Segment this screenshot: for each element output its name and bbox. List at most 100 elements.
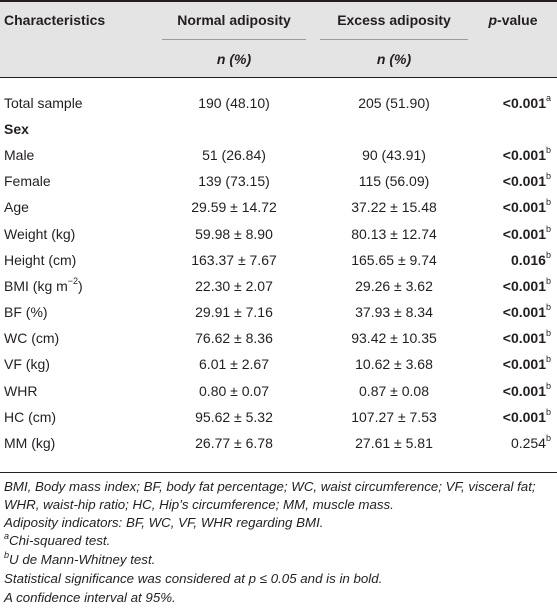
footnote-a: aChi-squared test. [4,531,552,550]
row-label: Male [4,147,34,163]
p-value-footnote-mark: b [545,276,551,287]
p-value-footnote-mark: b [545,381,551,392]
top-rule [0,0,557,2]
normal-adiposity-cell: 26.77 ± 6.78 [195,435,273,451]
header-p-italic: p [488,12,498,28]
excess-adiposity-cell: 37.22 ± 15.48 [351,199,437,215]
normal-subrule [162,39,306,40]
p-value-cell: <0.001b [476,145,551,163]
normal-adiposity-cell: 51 (26.84) [202,147,266,163]
row-label-text: HC (cm) [4,409,57,425]
p-value-text: <0.001 [502,199,546,215]
row-label: BMI (kg m−2) [4,276,83,294]
row-label: MM (kg) [4,435,55,451]
row-label: BF (%) [4,304,48,320]
excess-adiposity-cell: 205 (51.90) [358,95,430,111]
row-label: WC (cm) [4,330,59,346]
footnote-b-mark: b [4,549,10,560]
normal-adiposity-cell: 163.37 ± 7.67 [191,252,277,268]
header-p-rest: -value [497,12,538,28]
excess-adiposity-cell: 165.65 ± 9.74 [351,252,437,268]
row-label-text: Weight (kg) [4,226,76,242]
row-label-text: Female [4,173,51,189]
excess-subrule [320,39,468,40]
footnote-confidence-interval: A confidence interval at 95%. [4,590,176,605]
row-label: Female [4,173,51,189]
section-label: Sex [4,121,29,137]
p-value-footnote-mark: b [545,328,551,339]
row-label: Height (cm) [4,252,76,268]
excess-adiposity-cell: 29.26 ± 3.62 [355,278,433,294]
p-value-footnote-mark: a [545,93,551,104]
header-p-value: p-value [468,12,557,28]
row-label: HC (cm) [4,409,56,425]
row-label-text: WC (cm) [4,330,60,346]
row-label-superscript: −2 [67,276,79,287]
p-value-footnote-mark: b [545,171,551,182]
row-label: Total sample [4,95,83,111]
header-characteristics: Characteristics [4,12,106,28]
row-label-text: BF (%) [4,304,48,320]
p-value-cell: <0.001b [476,302,551,320]
p-value-footnote-mark: b [545,224,551,235]
p-value-text: <0.001 [502,356,546,372]
row-label-text: Total sample [4,95,83,111]
p-value-text: <0.001 [502,173,546,189]
p-value-cell: <0.001b [476,276,551,294]
p-value-footnote-mark: b [545,197,551,208]
normal-adiposity-cell: 0.80 ± 0.07 [199,383,269,399]
p-value-cell: 0.254b [476,434,551,451]
excess-adiposity-cell: 10.62 ± 3.68 [355,356,433,372]
p-value-footnote-mark: b [545,354,551,365]
normal-adiposity-cell: 6.01 ± 2.67 [199,356,269,372]
p-value-footnote-mark: b [545,145,551,156]
p-value-text: <0.001 [502,330,546,346]
footnote-b-text: U de Mann-Whitney test. [9,552,156,567]
p-value-footnote-mark: b [545,302,551,313]
excess-adiposity-cell: 90 (43.91) [362,147,426,163]
normal-adiposity-cell: 190 (48.10) [198,95,270,111]
row-label-text: Age [4,199,29,215]
row-label-text: VF (kg) [4,356,50,372]
p-value-text: <0.001 [502,278,546,294]
p-value-text: 0.254 [510,435,546,451]
normal-adiposity-cell: 139 (73.15) [198,173,270,189]
table-header-background [0,0,557,77]
p-value-footnote-mark: b [545,250,551,261]
p-value-text: <0.001 [502,409,546,425]
row-label-text: MM (kg) [4,435,56,451]
footnote-b: bU de Mann-Whitney test. [4,549,552,569]
row-label: Weight (kg) [4,226,75,242]
footnote-a-text: Chi-squared test. [9,533,111,548]
p-value-cell: <0.001b [476,328,551,346]
excess-adiposity-cell: 107.27 ± 7.53 [351,409,437,425]
row-label-text: Male [4,147,35,163]
p-value-footnote-mark: b [545,407,551,418]
p-value-text: <0.001 [502,147,546,163]
p-value-text: 0.016 [510,252,546,268]
footnote-indicators: Adiposity indicators: BF, WC, VF, WHR re… [4,515,324,530]
excess-adiposity-cell: 93.42 ± 10.35 [351,330,437,346]
row-label-end: ) [78,278,83,294]
p-value-cell: <0.001b [476,171,551,189]
p-value-text: <0.001 [502,95,546,111]
p-value-text: <0.001 [502,383,546,399]
p-value-cell: <0.001b [476,381,551,399]
row-label: WHR [4,383,37,399]
p-value-text: <0.001 [502,304,546,320]
p-value-cell: <0.001b [476,407,551,425]
p-value-cell: <0.001b [476,354,551,372]
row-label: VF (kg) [4,356,50,372]
p-value-cell: <0.001b [476,224,551,242]
row-label-text: WHR [4,383,38,399]
row-label-text: Sex [4,121,29,137]
header-normal-adiposity: Normal adiposity [177,12,291,28]
normal-adiposity-cell: 59.98 ± 8.90 [195,226,273,242]
excess-adiposity-cell: 115 (56.09) [358,173,430,189]
row-label: Age [4,199,29,215]
footnote-significance: Statistical significance was considered … [4,571,383,586]
excess-adiposity-cell: 27.61 ± 5.81 [355,435,433,451]
header-bottom-rule [0,77,557,78]
row-label-text: BMI (kg m [4,278,68,294]
